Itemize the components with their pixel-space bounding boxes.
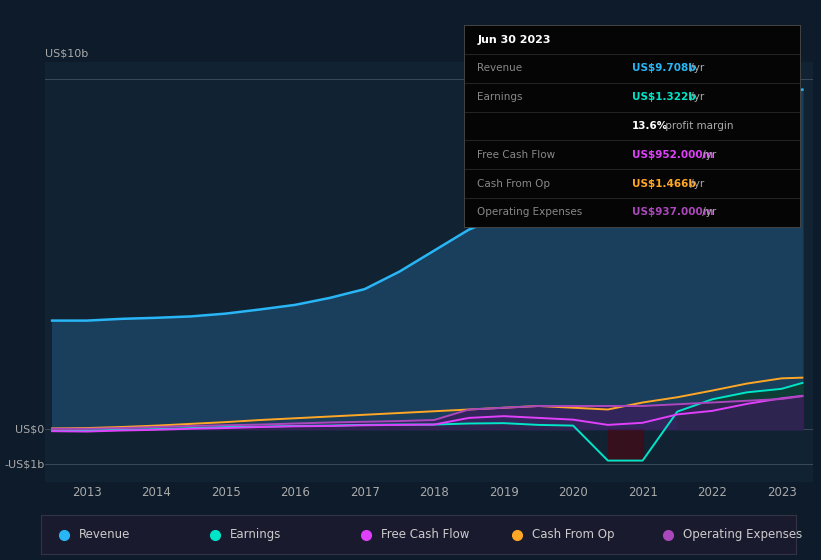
Text: Jun 30 2023: Jun 30 2023 [477,35,551,45]
Text: /yr: /yr [686,63,704,73]
Text: Earnings: Earnings [230,528,282,542]
Text: US$1.322b: US$1.322b [632,92,696,102]
Text: Operating Expenses: Operating Expenses [683,528,802,542]
Text: /yr: /yr [686,179,704,189]
Text: Free Cash Flow: Free Cash Flow [381,528,470,542]
Text: US$9.708b: US$9.708b [632,63,696,73]
Text: -US$1b: -US$1b [4,459,44,469]
Text: /yr: /yr [686,92,704,102]
Text: Free Cash Flow: Free Cash Flow [477,150,556,160]
Text: Cash From Op: Cash From Op [532,528,614,542]
Text: /yr: /yr [699,150,716,160]
Text: Revenue: Revenue [477,63,522,73]
Text: US$1.466b: US$1.466b [632,179,696,189]
Text: Operating Expenses: Operating Expenses [477,207,583,217]
Text: profit margin: profit margin [663,121,734,131]
Text: Revenue: Revenue [79,528,131,542]
Text: Earnings: Earnings [477,92,523,102]
Text: Cash From Op: Cash From Op [477,179,550,189]
Text: US$937.000m: US$937.000m [632,207,713,217]
Text: /yr: /yr [699,207,716,217]
Text: 13.6%: 13.6% [632,121,668,131]
Text: US$0: US$0 [15,424,44,434]
Text: US$952.000m: US$952.000m [632,150,713,160]
Text: US$10b: US$10b [45,49,89,59]
